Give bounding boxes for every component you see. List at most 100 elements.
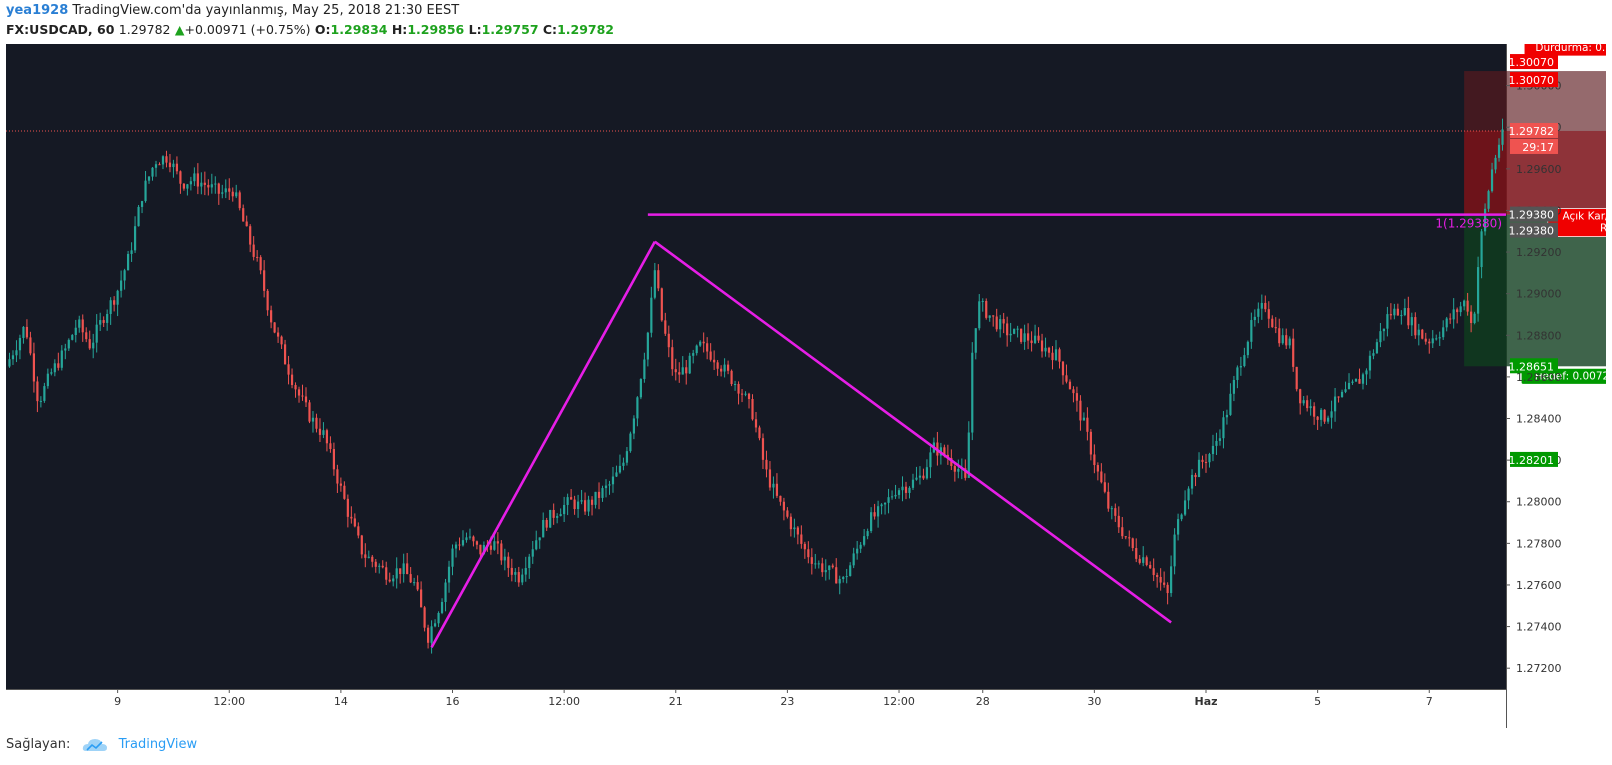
candle-body [1354, 378, 1358, 382]
candle-body [803, 543, 806, 550]
price-tick-label: 1.27400 [1516, 621, 1562, 634]
candle-body [392, 578, 395, 582]
candle-body [32, 353, 36, 382]
price-tag-bg [1510, 358, 1558, 374]
candle-body [381, 565, 384, 568]
tradingview-brand-link[interactable]: TradingView [118, 737, 198, 752]
candle-body [437, 612, 440, 624]
close-value: 1.29782 [557, 22, 614, 37]
candle-body [1299, 389, 1302, 404]
candle-body [1149, 564, 1152, 569]
candle-body [137, 206, 140, 227]
candle-body [1320, 409, 1323, 420]
candle-body [789, 516, 792, 530]
candle-body [953, 466, 956, 472]
candle-body [472, 536, 475, 542]
price-tag: 1.28201 [1509, 451, 1558, 467]
symbol-name[interactable]: FX:USDCAD, 60 [6, 22, 115, 37]
candle-body [11, 355, 15, 360]
candle-body [510, 567, 513, 575]
candle-body [409, 574, 412, 583]
candle-body [395, 568, 398, 579]
candle-body [60, 350, 63, 368]
candle-body [706, 343, 709, 352]
candle-body [71, 334, 74, 340]
candle-body [189, 181, 192, 185]
pattern-line-2[interactable] [654, 240, 1172, 624]
candle-body [413, 582, 416, 584]
close-label: C: [542, 22, 558, 37]
candle-body [1361, 374, 1365, 384]
candle-body [590, 499, 594, 505]
time-tick-label: 12:00 [883, 695, 915, 708]
candle-body [1075, 393, 1079, 401]
candle-body [1267, 309, 1270, 319]
candle-body [636, 397, 639, 419]
candle-body [1285, 335, 1288, 346]
candle-body [283, 344, 287, 365]
price-tick-label: 1.28800 [1516, 329, 1562, 342]
candle-body [440, 601, 444, 613]
candle-body [563, 504, 566, 515]
candle-body [615, 472, 618, 477]
time-tick-label: 14 [334, 695, 348, 708]
candle-body [1414, 317, 1417, 336]
candle-body [1089, 431, 1092, 455]
support-level-label: 1(1.29380) [1435, 217, 1502, 231]
plot-area[interactable] [6, 44, 1506, 689]
candle-body [1365, 370, 1368, 375]
candle-body [1393, 308, 1396, 316]
candle-body [475, 541, 479, 545]
pattern-line-1[interactable] [430, 241, 656, 649]
candle-body [1476, 267, 1480, 314]
candle-body [161, 156, 165, 165]
candle-body [1051, 352, 1054, 361]
candle-body [1166, 584, 1169, 594]
candle-body [235, 192, 238, 197]
price-chart[interactable]: 1(1.29380) Durdurma: 0.00690 (0.53%) 69.0… [6, 44, 1606, 728]
candle-body [57, 363, 60, 368]
candle-body [126, 253, 130, 271]
candle-body [716, 362, 719, 369]
candle-body [1194, 474, 1197, 478]
author-link[interactable]: yea1928 [6, 3, 69, 18]
time-axis[interactable] [6, 689, 1506, 728]
candle-body [918, 475, 922, 478]
candle-body [768, 469, 772, 488]
candle-body [1117, 515, 1120, 528]
candle-body [256, 256, 259, 258]
candle-body [81, 319, 84, 333]
candle-body [925, 467, 929, 479]
candle-body [1047, 347, 1051, 353]
candle-body [876, 506, 880, 517]
candle-body [273, 322, 276, 333]
candle-body [221, 192, 224, 194]
candle-body [664, 320, 667, 334]
candle-body [496, 541, 499, 544]
open-label: O: [314, 22, 331, 37]
candle-body [276, 332, 280, 337]
candle-body [102, 320, 105, 323]
candle-body [322, 430, 325, 435]
candle-body [531, 549, 534, 557]
candle-body [1068, 381, 1072, 390]
target-zone-1[interactable] [1464, 214, 1606, 367]
candle-body [828, 565, 831, 571]
candle-body [231, 191, 234, 197]
candle-body [196, 173, 199, 187]
candle-body [1211, 445, 1215, 455]
candle-body [1340, 391, 1344, 398]
candle-body [140, 201, 144, 207]
candle-body [360, 535, 363, 555]
candle-body [831, 565, 834, 568]
candle-body [95, 324, 98, 343]
candle-body [479, 544, 482, 555]
candle-body [147, 176, 151, 181]
candle-body [507, 556, 510, 568]
candle-body [154, 164, 158, 168]
price-tag-bg [1510, 222, 1558, 238]
stop-label-1[interactable]: Durdurma: 0.00690 (0.53%) 69.0, Miktar: … [1523, 44, 1606, 57]
candle-body [810, 557, 813, 564]
candle-body [1330, 411, 1333, 418]
low-label: L: [468, 22, 482, 37]
